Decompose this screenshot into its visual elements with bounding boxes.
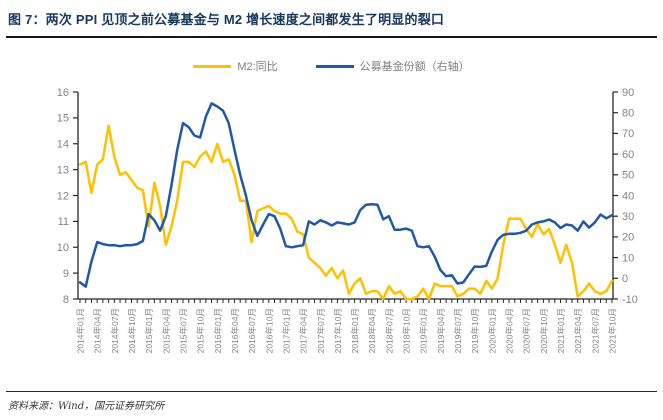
svg-text:12: 12 bbox=[57, 190, 69, 202]
svg-text:2019年07月: 2019年07月 bbox=[453, 308, 463, 353]
chart-legend: M2:同比 公募基金份额（右轴） bbox=[0, 58, 663, 74]
svg-text:30: 30 bbox=[622, 211, 634, 223]
svg-text:90: 90 bbox=[622, 87, 634, 99]
svg-text:20: 20 bbox=[622, 232, 634, 244]
svg-text:2018年01月: 2018年01月 bbox=[350, 308, 360, 353]
svg-text:40: 40 bbox=[622, 190, 634, 202]
svg-text:11: 11 bbox=[58, 216, 69, 228]
svg-text:10: 10 bbox=[622, 252, 634, 264]
svg-text:2015年10月: 2015年10月 bbox=[196, 308, 206, 353]
svg-text:2014年07月: 2014年07月 bbox=[110, 308, 120, 353]
footer-divider bbox=[6, 391, 657, 392]
svg-text:10: 10 bbox=[57, 242, 69, 254]
svg-text:14: 14 bbox=[57, 139, 69, 151]
svg-text:50: 50 bbox=[622, 170, 634, 182]
svg-text:2021年04月: 2021年04月 bbox=[573, 308, 583, 353]
svg-text:-10: -10 bbox=[622, 294, 638, 306]
svg-text:2015年01月: 2015年01月 bbox=[144, 308, 154, 353]
svg-text:2017年04月: 2017年04月 bbox=[299, 308, 309, 353]
svg-text:2021年01月: 2021年01月 bbox=[556, 308, 566, 353]
svg-text:2014年04月: 2014年04月 bbox=[93, 308, 103, 353]
svg-text:2019年10月: 2019年10月 bbox=[470, 308, 480, 353]
svg-text:2021年07月: 2021年07月 bbox=[590, 308, 600, 353]
title-divider bbox=[6, 36, 657, 38]
svg-text:60: 60 bbox=[622, 149, 634, 161]
svg-text:2019年01月: 2019年01月 bbox=[419, 308, 429, 353]
figure-title: 图 7：两次 PPI 见顶之前公募基金与 M2 增长速度之间都发生了明显的裂口 bbox=[8, 12, 445, 27]
svg-text:2020年01月: 2020年01月 bbox=[487, 308, 497, 353]
legend-item-fund: 公募基金份额（右轴） bbox=[315, 58, 470, 74]
svg-text:2016年10月: 2016年10月 bbox=[264, 308, 274, 353]
fund-line-swatch bbox=[315, 64, 354, 68]
svg-text:0: 0 bbox=[622, 273, 628, 285]
m2-line bbox=[78, 124, 614, 301]
svg-text:2020年07月: 2020年07月 bbox=[522, 308, 532, 353]
svg-text:2019年04月: 2019年04月 bbox=[436, 308, 446, 353]
svg-text:2015年04月: 2015年04月 bbox=[161, 308, 171, 353]
legend-label-fund: 公募基金份额（右轴） bbox=[359, 61, 470, 73]
svg-text:15: 15 bbox=[57, 113, 69, 125]
legend-label-m2: M2:同比 bbox=[237, 61, 278, 73]
svg-text:70: 70 bbox=[622, 128, 634, 140]
svg-text:2018年04月: 2018年04月 bbox=[367, 308, 377, 353]
m2-line-swatch bbox=[193, 64, 232, 68]
svg-text:2018年07月: 2018年07月 bbox=[384, 308, 394, 353]
svg-text:2017年07月: 2017年07月 bbox=[316, 308, 326, 353]
svg-text:16: 16 bbox=[57, 87, 69, 99]
svg-text:2017年01月: 2017年01月 bbox=[281, 308, 291, 353]
svg-text:2016年01月: 2016年01月 bbox=[213, 308, 223, 353]
svg-text:80: 80 bbox=[622, 108, 634, 120]
svg-text:8: 8 bbox=[63, 294, 69, 306]
legend-item-m2: M2:同比 bbox=[193, 58, 278, 74]
svg-text:2018年10月: 2018年10月 bbox=[402, 308, 412, 353]
svg-text:13: 13 bbox=[57, 164, 69, 176]
svg-text:9: 9 bbox=[63, 268, 69, 280]
svg-text:2020年04月: 2020年04月 bbox=[505, 308, 515, 353]
svg-text:2016年04月: 2016年04月 bbox=[230, 308, 240, 353]
svg-text:2016年07月: 2016年07月 bbox=[247, 308, 257, 353]
source-note: 资料来源：Wind，国元证券研究所 bbox=[8, 401, 165, 412]
fund-line bbox=[78, 102, 614, 288]
svg-text:2021年10月: 2021年10月 bbox=[608, 308, 618, 353]
svg-text:2020年10月: 2020年10月 bbox=[539, 308, 549, 353]
svg-text:2017年10月: 2017年10月 bbox=[333, 308, 343, 353]
svg-text:2014年10月: 2014年10月 bbox=[127, 308, 137, 353]
svg-text:2014年01月: 2014年01月 bbox=[76, 308, 86, 353]
svg-text:2015年07月: 2015年07月 bbox=[178, 308, 188, 353]
